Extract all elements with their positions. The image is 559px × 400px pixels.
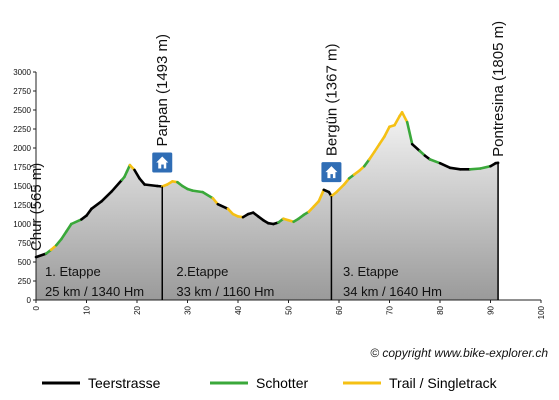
copyright-text: © copyright www.bike-explorer.ch bbox=[370, 346, 548, 360]
stage-title: 1. Etappe bbox=[45, 264, 101, 279]
y-tick-label: 1500 bbox=[13, 182, 31, 191]
profile-segment bbox=[100, 190, 114, 203]
y-tick-label: 2500 bbox=[13, 106, 31, 115]
legend-label-trail: Trail / Singletrack bbox=[389, 375, 498, 391]
y-tick-label: 500 bbox=[18, 258, 32, 267]
profile-segment bbox=[211, 196, 220, 206]
profile-segment bbox=[54, 237, 63, 247]
x-tick-label: 50 bbox=[285, 305, 294, 314]
profile-segment bbox=[362, 158, 371, 168]
x-tick-label: 0 bbox=[32, 305, 41, 310]
profile-segment bbox=[479, 164, 492, 170]
hotel-icon bbox=[152, 152, 173, 173]
y-tick-label: 250 bbox=[18, 277, 32, 286]
y-tick-label: 1000 bbox=[13, 220, 31, 229]
y-tick-label: 1750 bbox=[13, 163, 31, 172]
x-tick-label: 80 bbox=[436, 305, 445, 314]
x-tick-label: 40 bbox=[234, 305, 243, 314]
x-tick-label: 30 bbox=[184, 305, 193, 314]
profile-segment bbox=[201, 190, 215, 200]
pass-label: Parpan (1493 m) bbox=[154, 34, 171, 147]
pass-label: Pontresina (1805 m) bbox=[490, 21, 507, 157]
profile-segment bbox=[448, 166, 462, 171]
profile-segment bbox=[468, 167, 482, 171]
legend-label-schotter: Schotter bbox=[256, 375, 308, 391]
profile-segment bbox=[378, 135, 386, 146]
profile-segment bbox=[59, 230, 68, 241]
profile-segment bbox=[405, 120, 414, 146]
profile-segment bbox=[90, 199, 103, 211]
profile-segment bbox=[400, 111, 409, 124]
x-tick-label: 20 bbox=[133, 305, 142, 314]
profile-segment bbox=[138, 177, 146, 186]
y-tick-label: 2250 bbox=[13, 125, 31, 134]
house-door bbox=[161, 164, 164, 169]
x-tick-label: 90 bbox=[487, 305, 496, 314]
x-tick-label: 70 bbox=[386, 305, 395, 314]
stage-detail: 25 km / 1340 Hm bbox=[45, 284, 144, 299]
profile-segment bbox=[373, 142, 381, 154]
x-tick-label: 10 bbox=[83, 305, 92, 314]
stage-title: 2.Etappe bbox=[176, 264, 228, 279]
pass-label: Chur (565 m) bbox=[28, 163, 45, 251]
profile-segment bbox=[317, 188, 326, 203]
profile-segment bbox=[342, 177, 351, 186]
chart-legend: Teerstrasse Schotter Trail / Singletrack bbox=[42, 375, 498, 391]
profile-segment bbox=[383, 125, 391, 138]
profile-segment bbox=[143, 183, 159, 188]
y-tick-label: 750 bbox=[18, 239, 32, 248]
house-icon bbox=[156, 156, 169, 169]
y-tick-label: 2000 bbox=[13, 144, 31, 153]
house-door bbox=[330, 174, 333, 179]
y-tick-label: 2750 bbox=[13, 87, 31, 96]
stage-title: 3. Etappe bbox=[343, 264, 399, 279]
profile-segment bbox=[438, 161, 452, 170]
profile-segment bbox=[70, 218, 83, 226]
y-tick-label: 1250 bbox=[13, 201, 31, 210]
profile-segment bbox=[191, 189, 204, 194]
legend-label-teerstrasse: Teerstrasse bbox=[88, 375, 161, 391]
y-tick-label: 0 bbox=[27, 296, 32, 305]
hotel-icon bbox=[321, 162, 342, 183]
profile-segment bbox=[335, 183, 346, 194]
profile-segment bbox=[216, 202, 230, 211]
profile-segment bbox=[85, 207, 93, 217]
profile-segment bbox=[367, 150, 376, 161]
profile-segment bbox=[133, 168, 141, 180]
y-tick-label: 3000 bbox=[13, 68, 31, 77]
profile-segment bbox=[65, 222, 73, 233]
profile-segment bbox=[410, 142, 422, 153]
profile-segment bbox=[428, 158, 442, 165]
x-tick-label: 100 bbox=[537, 305, 546, 319]
profile-segment bbox=[393, 114, 401, 127]
house-icon bbox=[325, 166, 338, 179]
elevation-area bbox=[36, 112, 499, 300]
profile-segment bbox=[34, 252, 48, 259]
stage-detail: 33 km / 1160 Hm bbox=[176, 284, 274, 299]
profile-segment bbox=[110, 178, 124, 193]
pass-label: Bergün (1367 m) bbox=[323, 44, 340, 157]
x-tick-label: 60 bbox=[335, 305, 344, 314]
stage-detail: 34 km / 1640 Hm bbox=[343, 284, 442, 299]
